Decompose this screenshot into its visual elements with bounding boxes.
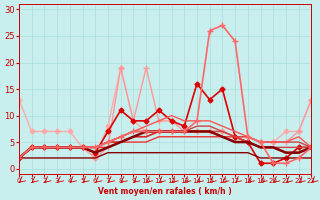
X-axis label: Vent moyen/en rafales ( km/h ): Vent moyen/en rafales ( km/h ) — [98, 187, 232, 196]
